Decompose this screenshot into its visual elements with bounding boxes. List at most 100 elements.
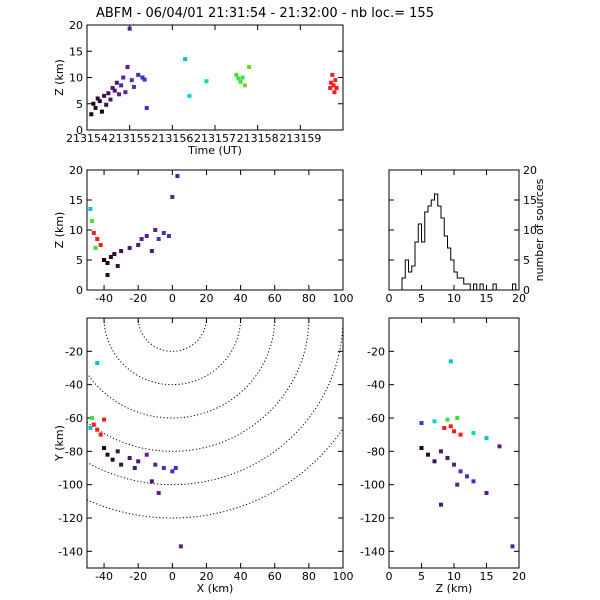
chart-4-point-19 (471, 479, 476, 484)
chart-4-point-2 (432, 419, 437, 424)
chart-0-point-0 (89, 112, 94, 117)
chart-4-ytick-label-1: -120 (360, 512, 385, 525)
chart-4-point-1 (419, 421, 424, 425)
chart-3-point-9 (110, 457, 115, 462)
chart-1-point-21 (175, 174, 180, 178)
chart-4-ytick-label-0: -140 (360, 545, 385, 558)
time-height-panel: 213154 213155 213156 213157 213158 213159 0 5 10… (53, 19, 344, 157)
chart-1-point-8 (108, 255, 113, 259)
chart-1-point-3 (95, 237, 100, 241)
chart-3-point-4 (98, 432, 103, 437)
chart-0-point-20 (131, 84, 136, 89)
chart-4-ytick-label-5: -40 (367, 379, 385, 392)
chart-0-point-28 (234, 72, 239, 77)
chart-4-point-14 (439, 449, 443, 454)
chart-1-ytick-label-4: 20 (69, 164, 83, 177)
chart-4-point-21 (497, 444, 502, 449)
chart-2-bar-12 (435, 194, 438, 290)
chart-2-bar-19 (457, 278, 460, 290)
chart-0-point-32 (242, 83, 247, 88)
chart-3-ytick-label-4: -60 (65, 412, 83, 425)
chart-2-bar-4 (409, 272, 412, 290)
chart-4-point-15 (445, 456, 450, 460)
chart-0-point-12 (114, 80, 119, 85)
chart-0-xtick-label-4: 213158 (237, 132, 279, 145)
chart-0-point-8 (106, 91, 111, 96)
chart-0-point-4 (97, 99, 102, 104)
chart-1-point-17 (153, 228, 158, 232)
chart-4-ytick-label-6: -20 (367, 345, 385, 358)
chart-1-frame (86, 169, 344, 291)
chart-4-xtick-label-4: 20 (512, 570, 526, 583)
chart-0-point-21 (136, 72, 141, 77)
chart-0-point-31 (240, 75, 245, 80)
chart-0-point-16 (123, 90, 128, 95)
chart-0-point-18 (127, 26, 132, 31)
chart-3-point-14 (144, 452, 149, 457)
chart-4-ytick-label-2: -100 (360, 479, 385, 492)
chart-1-point-9 (112, 252, 117, 256)
chart-1-xtick-label-5: 60 (268, 292, 282, 305)
chart-1-xtick-label-6: 80 (302, 292, 316, 305)
chart-3-ytick-label-3: -80 (65, 445, 83, 458)
chart-4-point-7 (452, 429, 456, 434)
chart-3-point-2 (91, 422, 96, 427)
chart-0-point-5 (99, 109, 104, 114)
chart-0-point-11 (112, 88, 117, 93)
chart-2-ytick-label-3: 15 (523, 194, 537, 207)
chart-3-point-1 (90, 416, 95, 420)
chart-0-point-30 (238, 79, 243, 84)
chart-1-xtick-label-4: 40 (234, 292, 248, 305)
plan-view-panel: -40 -20 0 20 40 60 80 100 -140 -120 -100 -80 -60 -40 -… (53, 317, 354, 595)
chart-0-point-24 (142, 77, 147, 82)
chart-2-bar-21 (464, 284, 467, 290)
chart-4-xtick-label-0: 0 (386, 570, 393, 583)
chart-3-ytick-label-6: -20 (65, 345, 83, 358)
chart-1-ylabel: Z (km) (53, 212, 66, 249)
chart-2-bar-11 (431, 200, 434, 290)
chart-0-xlabel: Time (UT) (187, 144, 242, 157)
chart-2-bar-8 (422, 242, 425, 290)
chart-3-point-21 (149, 479, 154, 484)
chart-1-point-2 (91, 231, 96, 235)
chart-3-point-22 (132, 466, 137, 470)
chart-3-point-0 (95, 361, 100, 365)
chart-0-point-9 (108, 97, 113, 102)
chart-3-xtick-label-2: 0 (169, 570, 176, 583)
chart-4-point-10 (484, 436, 489, 440)
chart-1-ytick-label-3: 15 (69, 194, 83, 207)
chart-0-xtick-label-1: 213155 (109, 132, 151, 145)
chart-1-point-15 (139, 237, 144, 241)
x-height-panel: -40 -20 0 20 40 60 80 100 0 5 10 15 20 Z (km) (53, 164, 354, 305)
chart-0-xtick-label-5: 213159 (279, 132, 321, 145)
chart-2-ytick-label-4: 20 (523, 164, 537, 177)
chart-0-point-22 (140, 75, 145, 80)
chart-0-point-25 (183, 57, 188, 62)
chart-1-ytick-label-0: 0 (76, 284, 83, 297)
chart-4-point-20 (484, 491, 489, 495)
chart-3-point-12 (127, 456, 132, 460)
chart-2-ytick-label-0: 0 (523, 284, 530, 297)
chart-0-frame (86, 24, 344, 131)
chart-3-xtick-label-3: 20 (199, 570, 213, 583)
chart-2-ytick-label-2: 10 (523, 224, 537, 237)
chart-2-histogram-outline (395, 193, 517, 291)
chart-3-point-5 (88, 426, 93, 430)
chart-3-point-11 (119, 462, 124, 467)
chart-0-ytick-label-3: 15 (69, 45, 83, 58)
chart-0-point-27 (204, 79, 209, 84)
chart-4-point-5 (442, 426, 447, 430)
chart-3-point-3 (95, 427, 100, 432)
chart-1-ytick-label-1: 5 (76, 254, 83, 267)
chart-1-point-10 (105, 273, 110, 277)
chart-4-point-16 (452, 462, 456, 467)
chart-1-xtick-label-1: -20 (129, 292, 147, 305)
chart-1-point-23 (149, 249, 154, 253)
chart-1-point-4 (93, 246, 98, 250)
chart-4-ytick-label-4: -60 (367, 412, 385, 425)
chart-1-point-16 (144, 234, 149, 238)
chart-1-ytick-label-2: 10 (69, 224, 83, 237)
chart-0-ytick-label-4: 20 (69, 19, 83, 32)
chart-4-point-0 (448, 359, 453, 364)
chart-1-point-14 (136, 243, 141, 247)
